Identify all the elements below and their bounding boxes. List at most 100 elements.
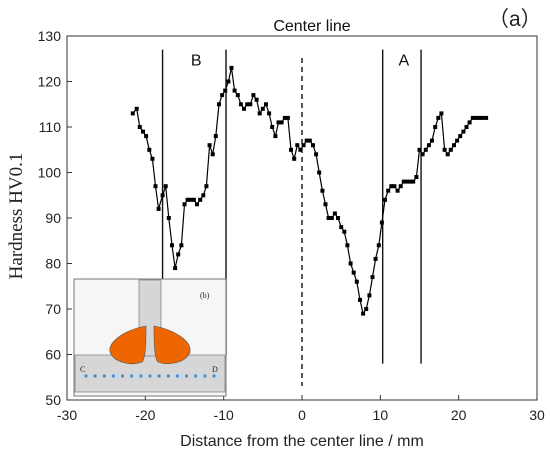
inset-measurement-point xyxy=(185,374,189,378)
data-point xyxy=(289,147,293,152)
data-point xyxy=(401,179,406,184)
data-point xyxy=(484,115,489,120)
x-axis-title: Distance from the center line / mm xyxy=(180,433,424,450)
data-point xyxy=(373,256,378,261)
data-point xyxy=(455,138,460,143)
data-point xyxy=(329,216,334,220)
data-point xyxy=(311,143,315,148)
data-point xyxy=(232,88,237,93)
data-point xyxy=(420,152,425,157)
data-point xyxy=(170,243,174,248)
data-point xyxy=(417,147,422,152)
x-tick-label: -20 xyxy=(135,407,155,423)
data-point xyxy=(370,275,375,280)
data-point xyxy=(470,115,475,120)
data-point xyxy=(301,143,306,148)
y-tick-label: 50 xyxy=(45,392,61,408)
data-point xyxy=(276,120,281,125)
y-axis: 50 60 70 80 90 100 110 120 130 xyxy=(38,28,72,408)
data-point xyxy=(257,111,262,116)
data-point xyxy=(198,197,203,202)
data-point xyxy=(210,152,215,157)
data-point xyxy=(392,184,397,189)
data-point xyxy=(320,188,325,193)
data-point xyxy=(383,197,387,202)
data-point xyxy=(238,102,243,107)
inset-measurement-point xyxy=(166,374,170,378)
data-point xyxy=(185,197,190,202)
inset-base-plate xyxy=(74,354,226,393)
data-point xyxy=(229,65,234,70)
data-point xyxy=(426,143,431,148)
data-point xyxy=(251,93,256,98)
data-point xyxy=(248,102,253,107)
data-point xyxy=(367,293,372,298)
data-point xyxy=(217,102,221,107)
data-point xyxy=(379,220,384,225)
data-point xyxy=(166,216,171,220)
data-point xyxy=(464,125,469,129)
data-point xyxy=(473,115,478,120)
data-point xyxy=(235,93,240,98)
inset-point-d: D xyxy=(212,365,218,374)
data-point xyxy=(270,125,275,129)
x-tick-label: -10 xyxy=(214,407,234,423)
data-point xyxy=(433,125,438,129)
x-tick-label: -30 xyxy=(57,407,77,423)
inset-measurement-point xyxy=(84,374,88,378)
data-point xyxy=(398,184,403,189)
inset-panel-label: (b) xyxy=(200,291,210,300)
inset-measurement-point xyxy=(175,374,179,378)
data-point xyxy=(201,193,206,198)
data-point xyxy=(295,143,300,148)
data-point xyxy=(351,270,356,275)
data-point xyxy=(163,184,168,189)
y-tick-label: 70 xyxy=(45,301,61,317)
data-point xyxy=(191,197,196,202)
data-point xyxy=(345,243,350,248)
region-label: B xyxy=(191,53,202,70)
data-point xyxy=(445,152,450,157)
data-point xyxy=(323,202,328,207)
data-point xyxy=(411,179,416,184)
inset-measurement-points xyxy=(84,374,216,378)
x-tick-label: 20 xyxy=(451,407,467,423)
data-point xyxy=(141,129,145,134)
inset-diagram: (b) C D xyxy=(73,278,227,397)
data-point xyxy=(307,138,312,143)
data-point xyxy=(137,125,142,129)
data-point xyxy=(226,79,231,84)
data-point xyxy=(213,134,218,139)
y-tick-label: 110 xyxy=(39,119,62,135)
inset-measurement-point xyxy=(157,374,161,378)
data-point xyxy=(156,206,161,211)
data-point xyxy=(339,225,344,230)
hardness-series-markers xyxy=(130,65,489,316)
inset-measurement-point xyxy=(148,374,152,378)
inset-weld-left xyxy=(109,325,147,364)
inset-measurement-point xyxy=(212,374,216,378)
inset-measurement-point xyxy=(203,374,207,378)
data-point xyxy=(408,179,413,184)
data-point xyxy=(405,179,409,184)
data-point xyxy=(467,120,472,125)
data-point xyxy=(348,261,353,266)
x-axis: -30 -20 -10 0 10 20 30 xyxy=(57,395,545,423)
inset-measurement-point xyxy=(139,374,143,378)
data-point xyxy=(182,202,187,207)
data-point xyxy=(207,143,212,148)
y-tick-label: 120 xyxy=(38,74,62,90)
data-point xyxy=(414,175,419,179)
data-point xyxy=(354,279,359,284)
inset-measurement-point xyxy=(194,374,198,378)
inset-measurement-point xyxy=(102,374,106,378)
data-point xyxy=(314,152,319,157)
y-tick-label: 90 xyxy=(45,210,61,226)
data-point xyxy=(439,111,444,116)
inset-weld-right xyxy=(153,325,191,364)
data-point xyxy=(204,184,209,189)
inset-measurement-point xyxy=(130,374,134,378)
x-tick-label: 0 xyxy=(298,407,306,423)
data-point xyxy=(282,115,287,120)
